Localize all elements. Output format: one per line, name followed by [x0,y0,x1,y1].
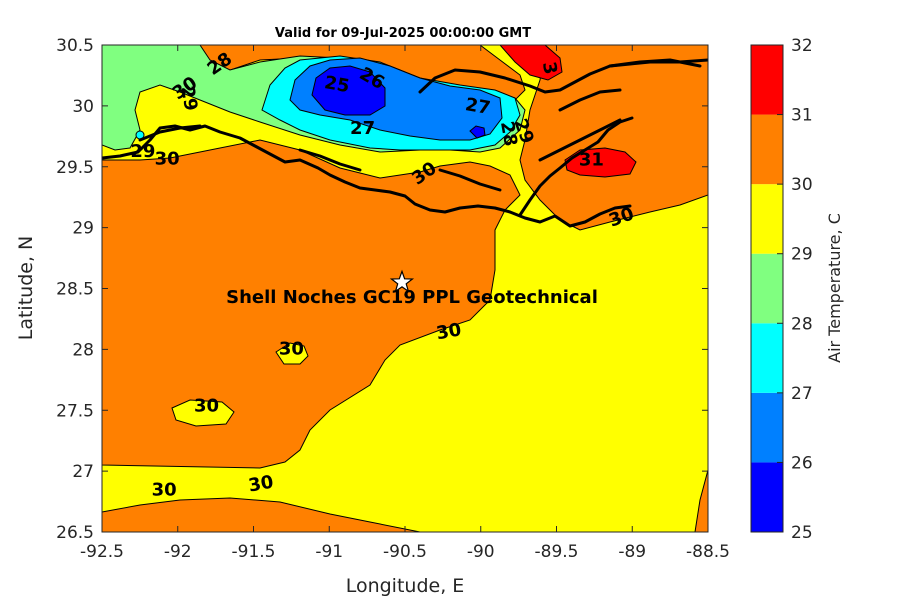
site-marker-group [389,269,415,293]
y-tick-label: 30 [72,97,94,117]
y-tick-label: 30.5 [56,36,94,56]
x-tick-label: -89 [618,542,646,562]
field-30-31-southeast [694,469,708,532]
contour-label: 28 [496,120,521,148]
colorbar-tick-label: 27 [791,384,813,404]
x-tick-label: -92.5 [80,542,124,562]
y-tick-label: 27.5 [56,401,94,421]
y-tick-label: 29.5 [56,158,94,178]
field-29-30-island-2 [171,399,235,427]
colorbar-label: Air Temperature, C [825,213,844,363]
x-tick-label: -90.5 [383,542,427,562]
contour-label: 31 [579,150,604,171]
colorbar-bin [751,323,783,393]
colorbar-bin [751,462,783,532]
colorbar-tick-label: 31 [791,106,813,126]
x-tick-label: -90 [467,542,495,562]
field-31-32 [564,147,637,178]
field-25-26 [311,65,386,116]
field-30-31-southwest [102,497,421,532]
colorbar-bin [751,114,783,185]
colorbar-tick-label: 26 [791,453,813,473]
x-tick-label: -92 [164,542,192,562]
colorbar-bin [751,392,783,463]
coastline-delta [518,116,634,217]
contour-label: 30 [155,148,180,169]
y-ticks: 26.5 27 27.5 28 28.5 29 29.5 30 30.5 [56,36,708,543]
field-29-30-island-1 [275,342,309,365]
site-star-icon [389,269,415,293]
site-annotation: Shell Noches GC19 PPL Geotechnical [226,287,598,308]
colorbar-bin [751,253,783,324]
coastline-louisiana [102,124,632,228]
y-tick-label: 27 [72,462,94,482]
colorbar-tick-label: 29 [791,245,813,265]
contour-label: 3 [538,60,561,76]
colorbar-ticks: 25 26 27 28 29 30 31 32 [777,36,813,543]
x-tick-label: -89.5 [535,542,579,562]
colorbar-frame [750,44,784,533]
coastline-bayous [138,88,622,192]
colorbar-tick-label: 30 [791,175,813,195]
coastline-mississippi [608,58,708,68]
colorbar-tick-label: 32 [791,36,813,56]
colorbar-tick-label: 25 [791,523,813,543]
colorbar [751,45,783,532]
x-tick-label: -88.5 [686,542,730,562]
field-30-31-region [102,139,521,469]
x-ticks: -92.5 -92 -91.5 -91 -90.5 -90 -89.5 -89 -88.5 [80,45,730,562]
contour-label: 27 [464,94,492,119]
contour-map [102,45,708,532]
x-axis-label: Longitude, E [346,575,465,597]
contour-label: 27 [350,118,375,139]
field-31-32-north [499,45,563,81]
y-tick-label: 28 [72,340,94,360]
contour-label: 29 [176,84,201,112]
y-axis-label: Latitude, N [15,236,37,341]
y-tick-label: 29 [72,219,94,239]
x-tick-label: -91.5 [232,542,276,562]
colorbar-bin [751,45,783,115]
field-25-26-small [469,125,486,139]
y-tick-label: 26.5 [56,523,94,543]
map-title: Valid for 09-Jul-2025 00:00:00 GMT [275,26,531,41]
colorbar-bin [751,184,783,254]
contour-label: 30 [247,472,275,497]
y-tick-label: 28.5 [56,280,94,300]
contour-label: 29 [130,141,155,162]
contour-label: 30 [194,396,219,417]
contour-label: 30 [435,319,463,344]
contour-label: 30 [279,338,304,359]
x-tick-label: -91 [315,542,343,562]
contour-label: 25 [323,72,351,97]
contour-label: 30 [152,480,177,501]
colorbar-tick-label: 28 [791,314,813,334]
